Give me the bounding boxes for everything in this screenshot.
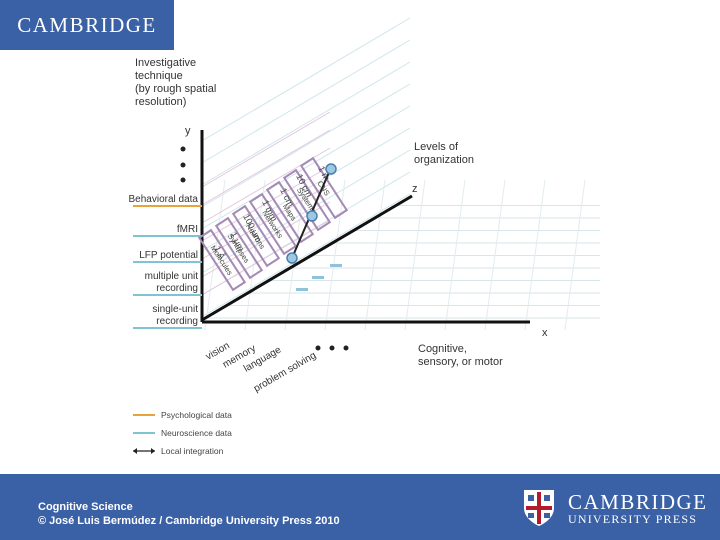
y-axis-title: Investigative technique (by rough spatial r… — [135, 57, 216, 108]
level-box-rect — [197, 228, 247, 292]
x-ellipsis-dot — [315, 345, 321, 351]
integration-node — [286, 252, 298, 264]
data-mark — [296, 288, 308, 291]
y-ellipsis-dot — [180, 162, 186, 168]
level-box-rect — [248, 192, 298, 256]
vertical-grid-line — [364, 179, 386, 331]
y-ellipsis-dot — [180, 146, 186, 152]
z-axis-label: z — [412, 183, 418, 195]
integration-node — [306, 210, 318, 222]
technique-label: multiple unit recording — [145, 271, 199, 294]
press-logo-name: CAMBRIDGE — [568, 490, 708, 514]
z-axis-line — [201, 194, 413, 322]
vertical-grid-line — [524, 179, 546, 331]
scale-grid-line — [201, 219, 331, 296]
level-box-rect — [265, 180, 315, 244]
data-mark — [312, 276, 324, 279]
scale-label: 1 cm — [278, 186, 296, 208]
vertical-grid-line — [244, 179, 266, 331]
technique-label: fMRI — [177, 224, 198, 235]
grid-line — [199, 17, 411, 143]
legend-label: Neuroscience data — [161, 428, 232, 438]
technique-label: single-unit recording — [152, 304, 198, 327]
legend: Psychological data Neuroscience data Local… — [133, 410, 232, 456]
cambridge-logo-top: CAMBRIDGE — [0, 0, 174, 50]
level-box-rect — [299, 156, 349, 220]
vertical-grid-line — [484, 179, 506, 331]
grid-line — [199, 193, 411, 319]
vertical-grid-line — [564, 179, 586, 331]
scale-grid-line — [201, 111, 331, 188]
vertical-grid-line — [324, 179, 346, 331]
background-grid — [199, 17, 600, 331]
level-box-rect — [231, 204, 281, 268]
x-axis-label: x — [542, 327, 548, 339]
technique-label: Behavioral data — [129, 194, 199, 205]
grid-line — [199, 83, 411, 209]
vertical-grid-line — [404, 179, 426, 331]
data-mark — [330, 264, 342, 267]
z-axis-title: Levels of organization — [414, 141, 474, 166]
y-axis-label: y — [185, 125, 191, 137]
grid-line — [199, 105, 411, 231]
x-ellipsis-dot — [343, 345, 349, 351]
footer-bar — [0, 474, 720, 540]
x-ellipsis-dot — [329, 345, 335, 351]
level-box-rect — [214, 216, 264, 280]
grid-line — [199, 127, 411, 253]
technique-label: LFP potential — [139, 250, 198, 261]
x-axis-title: Cognitive, sensory, or motor — [418, 343, 503, 368]
level-box-rect — [282, 168, 332, 232]
diagram-text: Behavioral data fMRI LFP potential multiple… — [129, 57, 549, 395]
vertical-grid-line — [444, 179, 466, 331]
scale-grid-line — [201, 129, 331, 206]
grid-line — [199, 61, 411, 187]
grid-line — [199, 39, 411, 165]
axes — [133, 130, 530, 351]
legend-label: Psychological data — [161, 410, 232, 420]
footer-book-title: Cognitive Science — [38, 501, 133, 513]
scale-grid-line — [201, 183, 331, 260]
levels-diagram: MoleculesSynapsesNeuronsNetworksMapsSyst… — [129, 17, 600, 456]
y-ellipsis-dot — [180, 177, 186, 183]
integration-node — [325, 163, 337, 175]
vertical-grid-line — [204, 179, 226, 331]
footer-copyright: © José Luis Bermúdez / Cambridge Univers… — [38, 515, 340, 527]
university-crest-icon — [524, 490, 554, 526]
press-logo-sub: UNIVERSITY PRESS — [568, 512, 698, 526]
legend-label: Local integration — [161, 446, 224, 456]
